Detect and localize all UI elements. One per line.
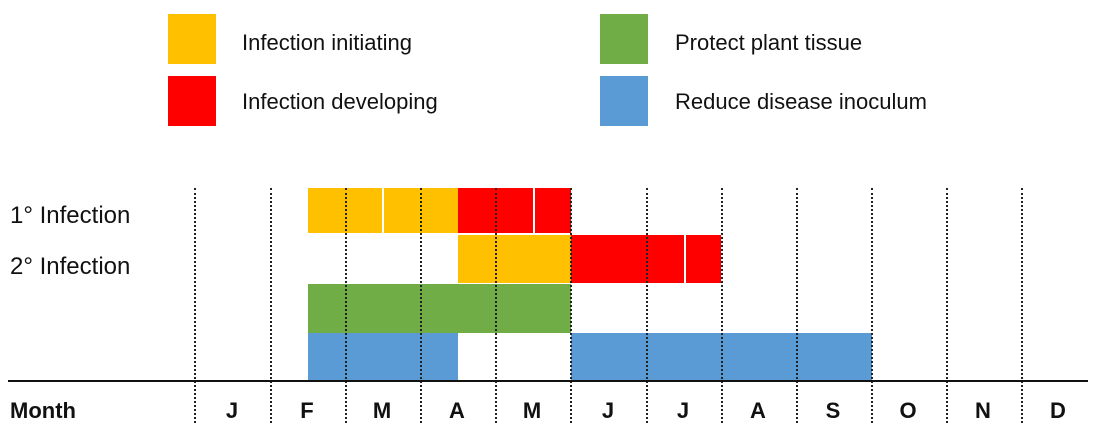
bar-secondary-initiating — [458, 235, 571, 283]
legend-label-protect: Protect plant tissue — [675, 30, 863, 55]
bar-protect-plant-tissue — [308, 284, 571, 333]
month-label: A — [750, 398, 766, 423]
legend-swatch-reduce — [600, 76, 648, 126]
month-label: D — [1050, 398, 1066, 423]
row-label-primary-infection: 1° Infection — [10, 202, 131, 229]
month-gridline — [946, 188, 948, 423]
month-gridline — [345, 188, 347, 423]
month-label: S — [825, 398, 841, 423]
month-label: N — [975, 398, 991, 423]
legend-swatch-developing — [168, 76, 216, 126]
row-label-secondary-infection: 2° Infection — [10, 253, 131, 280]
month-gridline — [871, 188, 873, 423]
legend-label-developing: Infection developing — [242, 89, 438, 114]
month-label: J — [601, 398, 615, 423]
month-gridline — [646, 188, 648, 423]
month-gridline — [1021, 188, 1023, 423]
bar-divider — [533, 188, 535, 233]
month-gridline — [721, 188, 723, 423]
bar-reduce-inoculum-spring — [308, 333, 458, 380]
month-axis-header: Month — [10, 398, 76, 423]
bar-primary-developing — [458, 188, 571, 233]
month-label: F — [300, 398, 314, 423]
month-gridline — [420, 188, 422, 423]
month-label: M — [372, 398, 392, 423]
bar-divider — [382, 188, 384, 233]
month-gridline — [270, 188, 272, 423]
month-axis-baseline — [8, 380, 1088, 382]
legend-swatch-protect — [600, 14, 648, 64]
legend-label-initiating: Infection initiating — [242, 30, 412, 55]
month-label: M — [522, 398, 542, 423]
month-label: J — [676, 398, 690, 423]
month-gridline — [194, 188, 196, 423]
bar-divider — [684, 235, 686, 283]
month-label: J — [225, 398, 239, 423]
month-gridline — [570, 188, 572, 423]
month-label: O — [899, 398, 917, 423]
month-gridline — [796, 188, 798, 423]
month-gridline — [495, 188, 497, 423]
legend-swatch-initiating — [168, 14, 216, 64]
month-label: A — [449, 398, 465, 423]
legend-label-reduce: Reduce disease inoculum — [675, 89, 927, 114]
